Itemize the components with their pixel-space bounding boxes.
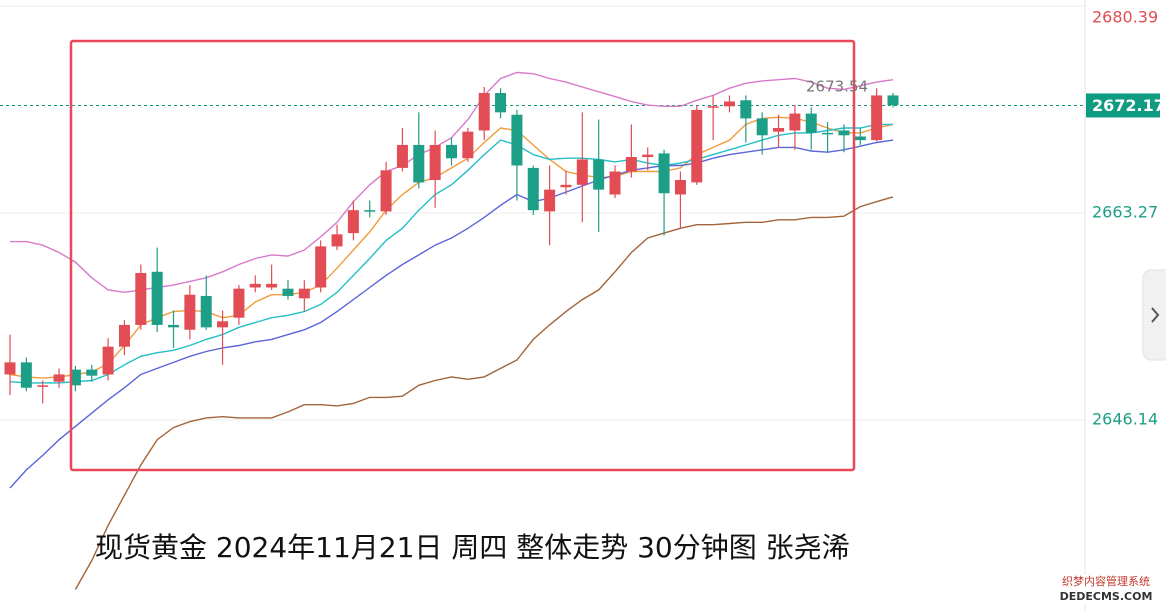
candle-body: [102, 346, 114, 375]
candle-body: [691, 109, 703, 183]
scroll-arrow: [1151, 307, 1160, 323]
y-tick-label: 2680.39: [1092, 8, 1158, 27]
candles: [4, 86, 899, 404]
candle-body: [674, 179, 686, 195]
candle-body: [871, 95, 883, 141]
y-tick-label: 2663.27: [1092, 202, 1158, 221]
candle-body: [315, 246, 327, 288]
candle-body: [53, 374, 65, 382]
candle-body: [347, 210, 359, 234]
candle-body: [298, 288, 310, 299]
candle-body: [135, 272, 147, 325]
candle-body: [822, 132, 834, 135]
candle-body: [233, 288, 245, 318]
candle-body: [184, 294, 196, 330]
candle-body: [200, 295, 212, 328]
candle-body: [217, 321, 229, 328]
indicator-line: [74, 196, 894, 590]
candle-body: [20, 362, 32, 388]
candle-body: [364, 210, 376, 212]
scroll-button[interactable]: [1142, 269, 1166, 361]
candle-body: [756, 118, 768, 136]
y-axis: 2680.39 2663.27 2646.14 2672.17: [1086, 8, 1165, 428]
candle-body: [773, 128, 785, 132]
candle-body: [331, 234, 343, 247]
candle-body: [478, 93, 490, 131]
candle-body: [854, 136, 866, 141]
candle-body: [462, 131, 474, 159]
candle-body: [805, 113, 817, 133]
candle-body: [37, 385, 49, 387]
watermark-bg: [1052, 574, 1160, 604]
candle-body: [495, 93, 507, 113]
candle-body: [642, 154, 654, 158]
candle-body: [609, 171, 621, 195]
candle-body: [789, 113, 801, 131]
candle-body: [151, 271, 163, 325]
candle-body: [723, 101, 735, 107]
candle-body: [69, 369, 81, 386]
candle-body: [887, 95, 899, 106]
indicator-line: [9, 123, 893, 384]
candle-body: [168, 324, 180, 328]
candle-body: [576, 159, 588, 185]
indicator-line: [9, 139, 894, 489]
candle-body: [249, 283, 261, 288]
watermark: 织梦内容管理系统: [1062, 574, 1150, 588]
caption: 现货黄金 2024年11月21日 周四 整体走势 30分钟图 张尧浠: [95, 531, 850, 564]
candle-body: [118, 324, 130, 347]
candle-body: [4, 362, 16, 375]
grid: [0, 5, 1085, 421]
last-price-box: [1086, 93, 1160, 118]
candle-body: [707, 106, 719, 108]
candle-body: [429, 144, 441, 180]
candle-body: [658, 153, 670, 194]
watermark: DEDECMS.COM: [1060, 590, 1153, 603]
candle-body: [86, 369, 98, 376]
candle-body: [511, 114, 523, 166]
candle-body: [625, 157, 637, 172]
candle-body: [446, 144, 457, 159]
candle-body: [413, 144, 425, 183]
highlight-box: [69, 39, 856, 472]
candle-body: [544, 189, 556, 212]
candle-body: [266, 283, 278, 288]
candle-body: [740, 100, 752, 119]
candle-body: [282, 288, 294, 296]
candle-body: [560, 184, 572, 188]
y-tick-label: 2646.14: [1092, 409, 1158, 428]
candle-body: [593, 159, 605, 190]
high-marker: 2673.54: [806, 77, 868, 95]
candle-body: [527, 167, 539, 211]
candle-body: [396, 144, 408, 168]
candle-body: [380, 170, 392, 212]
candle-body: [838, 130, 850, 136]
last-price-label: 2672.17: [1092, 96, 1165, 115]
